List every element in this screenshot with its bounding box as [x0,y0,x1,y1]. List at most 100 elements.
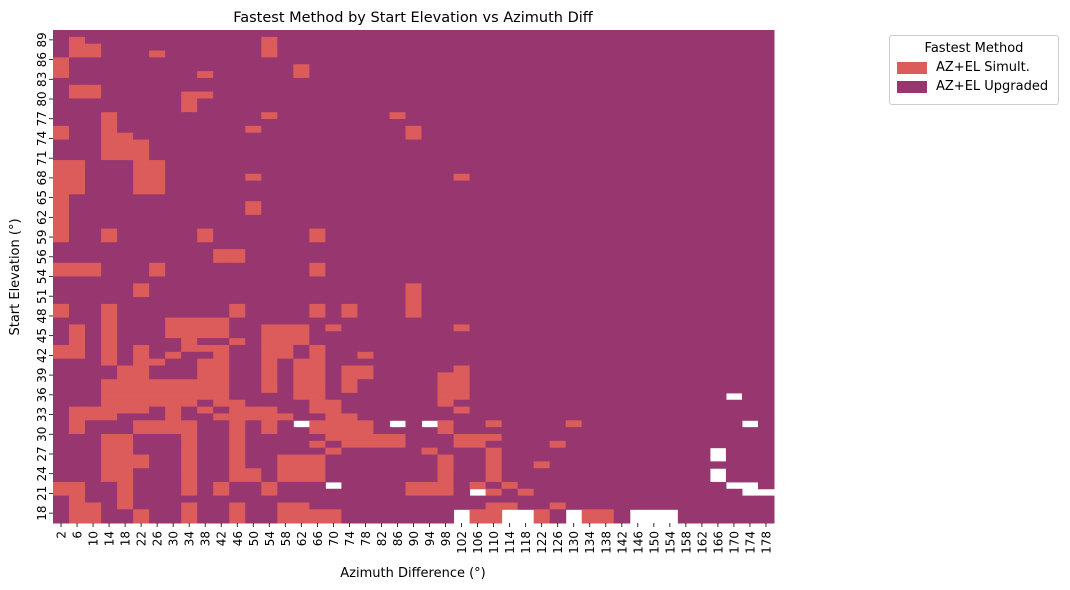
heatmap-cell [437,290,455,298]
heatmap-cell [613,208,631,216]
heatmap-cell [149,221,166,230]
heatmap-cell [373,516,390,524]
heatmap-cell [709,502,727,510]
heatmap-cell [245,475,262,483]
heatmap-cell [581,235,599,243]
heatmap-cell [565,495,583,503]
heatmap-cell [69,516,86,524]
heatmap-cell [421,351,439,360]
heatmap-cell [101,509,118,517]
heatmap-cell [197,310,214,319]
heatmap-cell [725,57,743,65]
heatmap-cell [245,331,262,339]
heatmap-cell [597,303,615,312]
heatmap-cell [597,173,615,182]
heatmap-cell [357,235,374,243]
heatmap-cell [757,440,775,449]
heatmap-cell [565,502,583,510]
heatmap-cell [613,180,631,188]
heatmap-cell [229,420,246,428]
heatmap-cell [517,440,535,449]
heatmap-cell [101,228,118,236]
heatmap-cell [485,91,503,99]
heatmap-cell [437,153,455,161]
heatmap-cell [229,344,246,353]
heatmap-cell [373,187,390,195]
heatmap-cell [325,166,342,175]
heatmap-cell [53,392,70,401]
heatmap-cell [517,132,535,141]
heatmap-cell [213,50,230,58]
heatmap-cell [229,255,246,264]
heatmap-cell [85,310,102,319]
heatmap-cell [213,214,230,223]
heatmap-cell [389,166,406,175]
heatmap-cell [309,187,326,195]
heatmap-cell [709,516,727,524]
heatmap-cell [117,454,134,462]
heatmap-cell [405,166,423,175]
heatmap-cell [197,433,214,442]
heatmap-cell [517,331,535,339]
heatmap-cell [373,351,390,360]
heatmap-cell [181,502,198,510]
y-tick-label: 83 [35,72,49,87]
heatmap-cell [453,166,471,175]
heatmap-cell [245,153,262,161]
heatmap-cell [645,228,663,236]
heatmap-cell [53,255,70,264]
heatmap-cell [725,461,743,469]
heatmap-cell [261,262,278,271]
heatmap-cell [677,84,695,93]
heatmap-cell [693,119,711,127]
heatmap-cell [213,297,230,305]
heatmap-cell [85,208,102,216]
heatmap-cell [357,249,374,257]
heatmap-cell [181,386,198,394]
heatmap-cell [133,50,150,58]
heatmap-cell [277,160,294,168]
heatmap-cell [341,64,358,72]
heatmap-cell [293,461,310,469]
heatmap-cell [677,358,695,367]
heatmap-cell [501,406,519,414]
heatmap-cell [629,481,647,490]
heatmap-cell [181,105,198,113]
heatmap-cell [693,420,711,428]
heatmap-cell [693,91,711,99]
heatmap-cell [117,386,134,394]
heatmap-cell [549,71,567,79]
heatmap-cell [389,262,406,271]
heatmap-cell [309,283,326,291]
heatmap-cell [101,420,118,428]
heatmap-cell [181,297,198,305]
heatmap-cell [165,214,182,223]
heatmap-cell [357,495,374,503]
heatmap-cell [373,427,390,435]
heatmap-cell [725,36,743,45]
heatmap-cell [517,392,535,401]
heatmap-cell [741,338,759,346]
heatmap-cell [741,214,759,223]
heatmap-cell [421,255,439,264]
heatmap-cell [85,427,102,435]
heatmap-cell [565,235,583,243]
heatmap-cell [197,283,214,291]
heatmap-cell [133,502,150,510]
heatmap-cell [581,91,599,99]
heatmap-cell [517,379,535,387]
heatmap-cell [517,495,535,503]
heatmap-cell [325,125,342,134]
heatmap-cell [149,57,166,65]
heatmap-cell [117,351,134,360]
heatmap-cell [485,481,503,490]
heatmap-cell [693,344,711,353]
heatmap-cell [485,468,503,476]
heatmap-cell [453,447,471,456]
heatmap-cell [565,283,583,291]
heatmap-cell [133,365,150,373]
heatmap-cell [133,392,150,401]
heatmap-cell [629,283,647,291]
heatmap-cell [309,57,326,65]
heatmap-cell [213,180,230,188]
